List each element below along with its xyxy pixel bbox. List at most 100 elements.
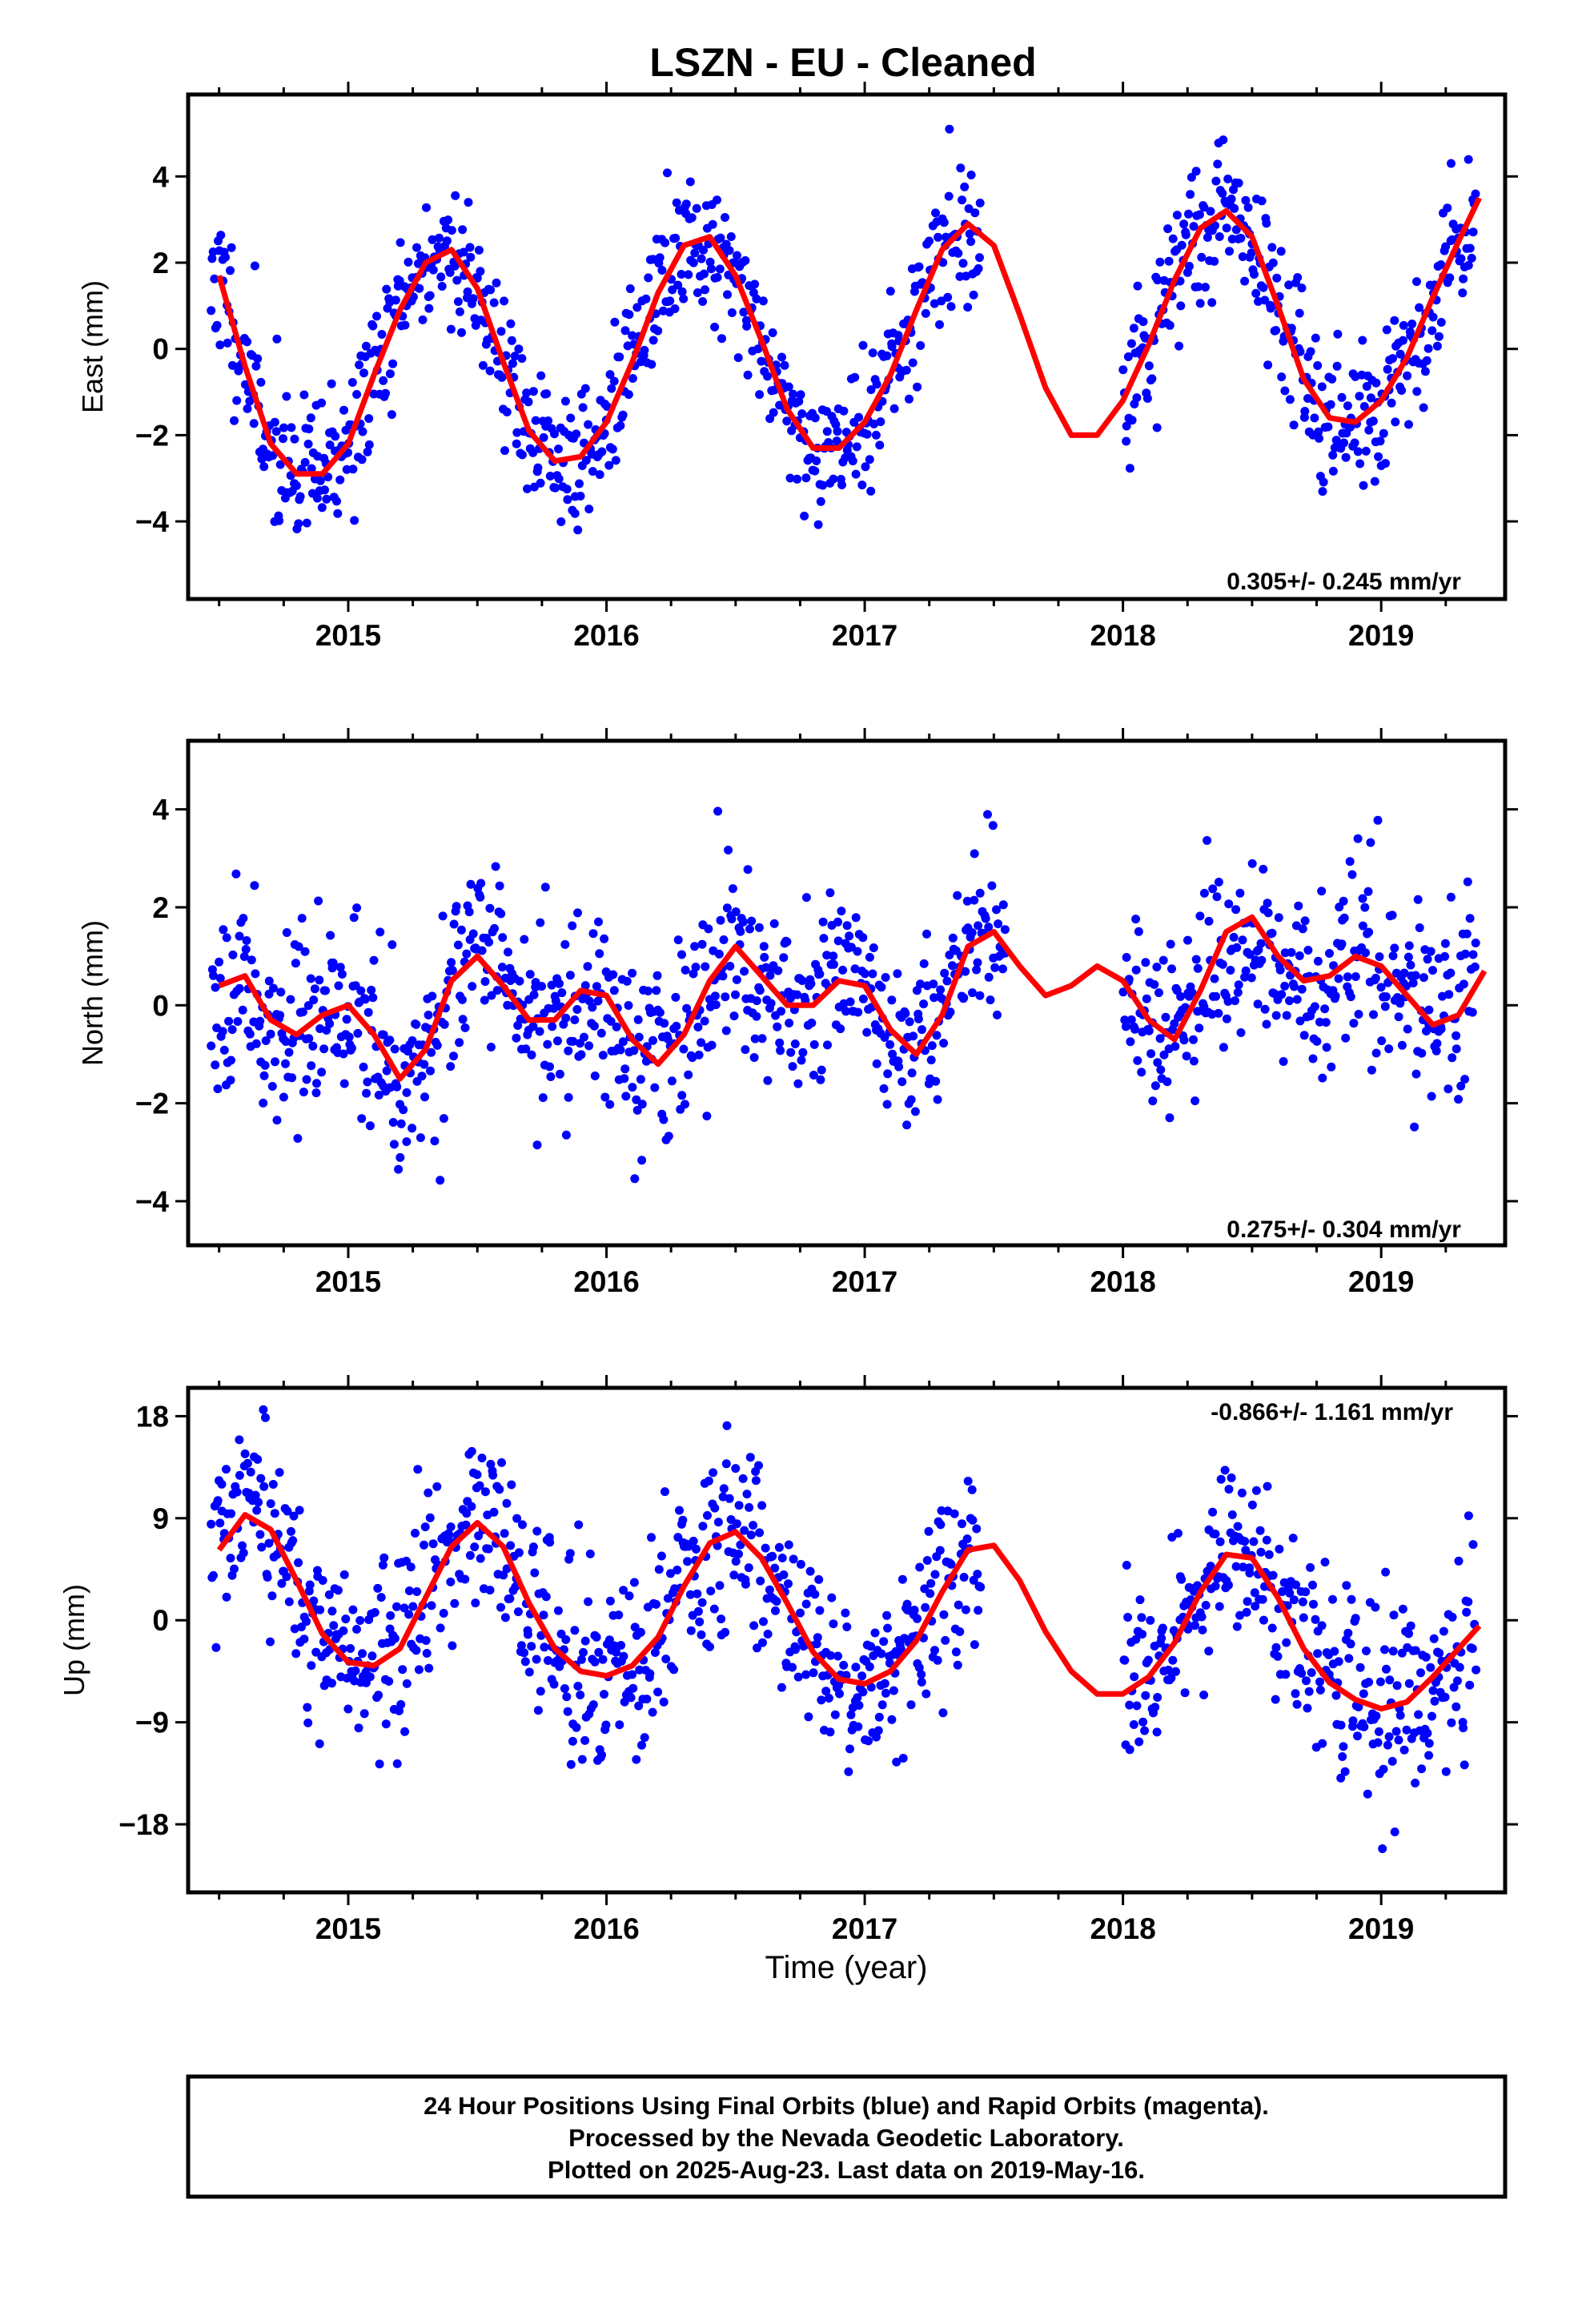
east-data-point (332, 497, 341, 506)
east-data-point (517, 450, 527, 460)
up-data-point (1273, 1651, 1283, 1661)
up-data-point (1262, 1535, 1271, 1545)
north-data-point (250, 881, 259, 891)
up-data-point (288, 1536, 298, 1546)
north-rate-label: 0.275+/- 0.304 mm/yr (1227, 1216, 1461, 1243)
east-data-point (697, 254, 706, 263)
up-data-point (1417, 1764, 1427, 1774)
north-data-point (750, 1034, 760, 1043)
east-data-point (939, 218, 949, 227)
north-data-point (438, 911, 448, 921)
up-data-point (516, 1641, 526, 1651)
up-data-point (367, 1651, 377, 1661)
up-data-point (1381, 1567, 1391, 1577)
east-data-point (451, 191, 460, 200)
east-data-point (1350, 438, 1359, 448)
north-data-point (724, 846, 733, 854)
east-data-point (733, 353, 743, 363)
up-data-point (1237, 1488, 1247, 1498)
up-data-point (381, 1719, 391, 1729)
north-data-point (247, 955, 256, 965)
north-data-point (728, 884, 737, 894)
up-data-point (817, 1695, 826, 1705)
up-data-point (615, 1720, 624, 1730)
up-data-point (1282, 1638, 1291, 1647)
up-data-point (829, 1619, 838, 1629)
east-data-point (1403, 371, 1412, 380)
up-data-point (590, 1657, 600, 1667)
east-data-point (699, 245, 708, 255)
up-data-point (788, 1663, 797, 1672)
up-data-point (524, 1667, 534, 1677)
north-data-point (402, 1137, 412, 1147)
north-data-point (1231, 996, 1239, 1006)
up-data-point (827, 1593, 837, 1602)
east-data-point (1163, 224, 1173, 234)
east-data-point (415, 283, 424, 293)
north-data-point (449, 919, 459, 929)
north-data-point (448, 966, 457, 975)
up-data-point (1240, 1537, 1250, 1546)
north-data-point (1150, 1081, 1160, 1091)
east-data-point (801, 473, 811, 483)
north-data-point (868, 969, 877, 979)
up-data-point (751, 1476, 761, 1486)
north-data-point (462, 949, 472, 959)
up-data-point (612, 1647, 621, 1657)
north-data-point (369, 955, 379, 965)
up-data-point (1344, 1654, 1354, 1663)
east-data-point (391, 296, 400, 305)
up-data-point (1227, 1510, 1237, 1519)
up-data-point (744, 1563, 753, 1573)
up-data-point (1275, 1544, 1284, 1554)
east-data-point (514, 344, 524, 354)
east-data-point (523, 484, 532, 493)
east-data-point (624, 390, 633, 400)
north-data-point (1387, 911, 1397, 920)
east-data-point (268, 451, 278, 460)
north-data-point (754, 923, 764, 932)
up-x-tick-label: 2017 (832, 1912, 897, 1945)
north-data-point (1224, 899, 1234, 909)
north-data-point (1325, 949, 1334, 958)
north-data-point (933, 1095, 942, 1104)
east-data-point (1370, 476, 1379, 486)
up-data-point (365, 1672, 375, 1682)
up-data-point (392, 1759, 402, 1768)
north-data-point (1465, 914, 1475, 923)
up-data-point (302, 1617, 311, 1626)
north-data-point (1267, 928, 1277, 938)
north-data-point (837, 907, 846, 916)
east-data-point (958, 195, 967, 205)
north-data-point (588, 929, 598, 939)
east-data-point (608, 444, 617, 454)
up-data-point (732, 1519, 741, 1529)
up-data-point (1255, 1526, 1265, 1535)
up-data-point (239, 1548, 248, 1558)
east-data-point (597, 447, 607, 456)
up-data-point (1306, 1562, 1315, 1572)
east-data-point (963, 303, 973, 312)
north-data-point (1212, 892, 1222, 902)
east-data-point (317, 398, 327, 408)
east-data-point (831, 420, 841, 429)
north-data-point (326, 931, 335, 940)
north-data-point (1346, 992, 1355, 1002)
up-data-point (333, 1586, 343, 1595)
east-data-point (871, 430, 881, 440)
north-data-point (222, 933, 231, 943)
north-data-point (986, 995, 995, 1005)
north-data-point (769, 919, 779, 928)
up-data-point (1198, 1625, 1207, 1634)
east-data-point (1359, 402, 1369, 411)
up-data-point (541, 1592, 551, 1602)
east-data-point (1467, 253, 1476, 263)
east-data-point (333, 509, 343, 518)
north-data-point (1165, 1113, 1174, 1123)
north-data-point (797, 1055, 806, 1065)
east-data-point (544, 416, 553, 425)
up-data-point (717, 1614, 726, 1624)
east-data-point (921, 308, 930, 318)
up-data-point (1423, 1728, 1432, 1738)
east-data-point (1375, 436, 1385, 446)
